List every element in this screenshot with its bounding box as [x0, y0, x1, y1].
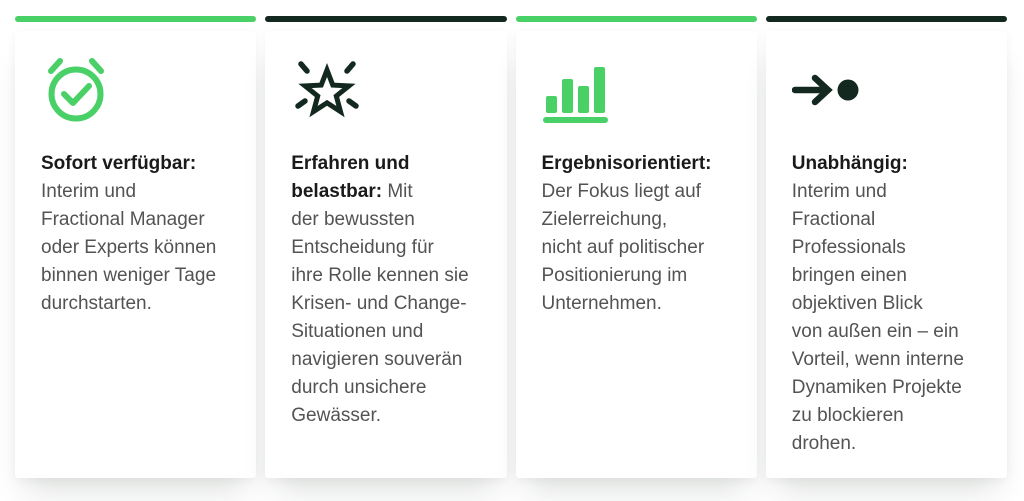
benefit-card: Ergebnisorientiert: Der Fokus liegt auf Zi…: [515, 31, 757, 478]
text-line: navigieren souverän: [291, 346, 488, 374]
alarm-check-icon: [48, 58, 104, 122]
text-line: Dynamiken Projekte: [792, 374, 989, 402]
text-line: Ergebnisorientiert:: [542, 150, 739, 178]
text-line: Interim und: [41, 178, 238, 206]
card-ergebnisorientiert: Ergebnisorientiert: Der Fokus liegt auf Zi…: [515, 16, 757, 478]
card-body-text: Fractional: [791, 209, 876, 230]
accent-bar: [515, 16, 757, 22]
icon-box: [291, 55, 488, 125]
card-body-text: Unternehmen.: [541, 293, 662, 314]
card-body-text: Mit: [382, 181, 413, 202]
benefit-card: Unabhängig: Interim und Fractional Professi…: [765, 31, 1007, 478]
card-body-text: Zielerreichung,: [541, 209, 668, 230]
card-body-text: Interim und: [41, 181, 137, 202]
card-body-text: durch unsichere: [291, 377, 427, 398]
text-line: durch unsichere: [291, 374, 488, 402]
text-line: zu blockieren: [792, 402, 989, 430]
card-title-text: belastbar:: [291, 181, 383, 202]
text-line: von außen ein – ein: [792, 318, 989, 346]
accent-bar: [765, 16, 1007, 22]
card-text: Sofort verfügbar: Interim und Fractional M…: [41, 150, 238, 318]
text-line: Interim und: [792, 178, 989, 206]
text-line: Zielerreichung,: [542, 206, 739, 234]
card-body-text: zu blockieren: [791, 405, 904, 426]
card-title-text: Erfahren und: [291, 153, 410, 174]
card-body-text: nicht auf politischer: [541, 237, 705, 258]
card-body-text: oder Experts können: [41, 237, 217, 258]
card-body-text: Dynamiken Projekte: [791, 377, 962, 398]
icon-box: [542, 55, 739, 125]
text-line: Unternehmen.: [542, 290, 739, 318]
card-body-text: Vorteil, wenn interne: [791, 349, 964, 370]
card-text: Unabhängig: Interim und Fractional Professi…: [792, 150, 989, 458]
icon-box: [41, 55, 238, 125]
text-line: belastbar: Mit: [291, 178, 488, 206]
text-line: Positionierung im: [542, 262, 739, 290]
card-body-text: objektiven Blick: [791, 293, 923, 314]
card-title-text: Sofort verfügbar:: [41, 153, 197, 174]
card-body-text: Gewässer.: [291, 405, 382, 426]
accent-bar: [15, 16, 257, 22]
accent-bar: [265, 16, 507, 22]
card-sofort-verfuegbar: Sofort verfügbar: Interim und Fractional M…: [15, 16, 257, 478]
card-body-text: Situationen und: [291, 321, 424, 342]
text-line: Gewässer.: [291, 402, 488, 430]
text-line: der bewussten: [291, 206, 488, 234]
card-body-text: ihre Rolle kennen sie: [291, 265, 469, 286]
card-body-text: binnen weniger Tage: [41, 265, 217, 286]
text-line: durchstarten.: [41, 290, 238, 318]
benefits-grid: Sofort verfügbar: Interim und Fractional M…: [15, 16, 1007, 478]
text-line: bringen einen: [792, 262, 989, 290]
bar-chart-icon: [542, 67, 608, 123]
card-body-text: der bewussten: [291, 209, 415, 230]
card-body-text: drohen.: [791, 433, 857, 454]
text-line: drohen.: [792, 430, 989, 458]
card-body-text: Der Fokus liegt auf: [541, 181, 701, 202]
text-line: binnen weniger Tage: [41, 262, 238, 290]
text-line: ihre Rolle kennen sie: [291, 262, 488, 290]
card-title-text: Unabhängig:: [791, 153, 908, 174]
text-line: objektiven Blick: [792, 290, 989, 318]
card-title-text: Ergebnisorientiert:: [541, 153, 712, 174]
text-line: Krisen- und Change-: [291, 290, 488, 318]
card-body-text: navigieren souverän: [291, 349, 463, 370]
benefit-card: Erfahren und belastbar: Mit der bewussten E…: [265, 31, 507, 478]
text-line: Der Fokus liegt auf: [542, 178, 739, 206]
card-body-text: Fractional Manager: [41, 209, 205, 230]
text-line: Unabhängig:: [792, 150, 989, 178]
card-unabhaengig: Unabhängig: Interim und Fractional Professi…: [765, 16, 1007, 478]
card-body-text: durchstarten.: [41, 293, 152, 314]
text-line: Erfahren und: [291, 150, 488, 178]
arrow-dot-icon: [791, 74, 859, 106]
text-line: Sofort verfügbar:: [41, 150, 238, 178]
text-line: Fractional: [792, 206, 989, 234]
text-line: Professionals: [792, 234, 989, 262]
text-line: Entscheidung für: [291, 234, 488, 262]
card-body-text: von außen ein – ein: [791, 321, 959, 342]
star-burst-icon: [295, 61, 359, 118]
text-line: Situationen und: [291, 318, 488, 346]
text-line: Vorteil, wenn interne: [792, 346, 989, 374]
card-body-text: bringen einen: [791, 265, 907, 286]
card-body-text: Positionierung im: [541, 265, 688, 286]
card-body-text: Professionals: [791, 237, 906, 258]
card-erfahren-belastbar: Erfahren und belastbar: Mit der bewussten E…: [265, 16, 507, 478]
text-line: Fractional Manager: [41, 206, 238, 234]
card-body-text: Interim und: [791, 181, 887, 202]
card-text: Erfahren und belastbar: Mit der bewussten E…: [291, 150, 488, 430]
card-body-text: Entscheidung für: [291, 237, 434, 258]
icon-box: [791, 55, 989, 125]
card-text: Ergebnisorientiert: Der Fokus liegt auf Zi…: [542, 150, 739, 318]
benefit-card: Sofort verfügbar: Interim und Fractional M…: [15, 31, 257, 478]
text-line: oder Experts können: [41, 234, 238, 262]
card-body-text: Krisen- und Change-: [291, 293, 467, 314]
text-line: nicht auf politischer: [542, 234, 739, 262]
